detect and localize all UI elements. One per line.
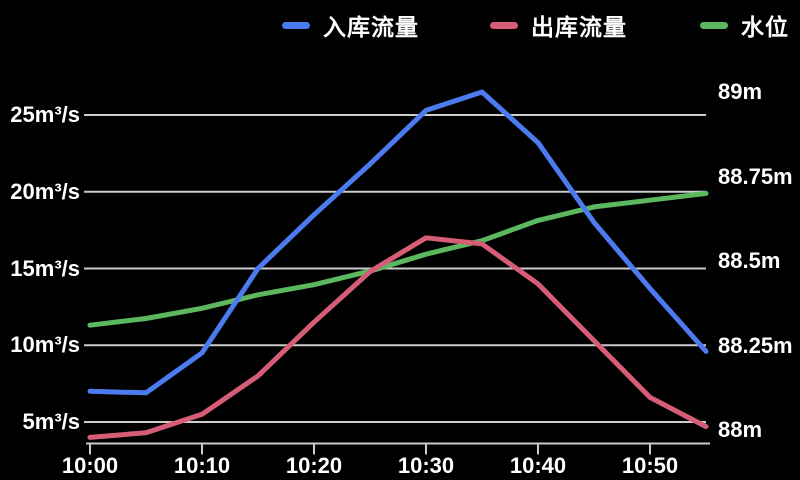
right-axis-tick-label: 88m xyxy=(718,417,763,442)
left-axis-tick-label: 15m³/s xyxy=(10,255,80,281)
outflow-legend-swatch xyxy=(490,21,518,29)
legend-item-inflow[interactable]: 入库流量 xyxy=(282,10,419,40)
left-axis-tick-label: 25m³/s xyxy=(10,102,80,127)
x-axis-tick-label: 10:50 xyxy=(621,453,679,478)
inflow-legend-label: 入库流量 xyxy=(323,14,419,40)
right-axis-tick-label: 88.75m xyxy=(718,163,793,189)
legend-item-water-level[interactable]: 水位 xyxy=(700,10,789,40)
chart-legend: 入库流量 出库流量 水位 xyxy=(0,10,800,40)
right-axis-tick-label: 88.25m xyxy=(718,332,793,358)
left-axis-tick-label: 5m³/s xyxy=(22,409,80,434)
outflow-line xyxy=(87,235,709,440)
inflow-line xyxy=(87,89,709,396)
x-axis-tick-label: 10:30 xyxy=(397,453,455,478)
x-axis-tick-label: 10:10 xyxy=(173,453,231,478)
x-axis-tick-label: 10:00 xyxy=(61,453,119,478)
x-axis-tick-label: 10:20 xyxy=(285,453,343,478)
water-level-legend-label: 水位 xyxy=(741,14,789,40)
x-axis-tick-label: 10:40 xyxy=(509,453,567,478)
right-axis-tick-label: 89m xyxy=(718,79,763,104)
right-axis-tick-label: 88.5m xyxy=(718,248,781,273)
left-axis-tick-label: 10m³/s xyxy=(10,332,80,358)
inflow-legend-swatch xyxy=(282,21,310,29)
legend-item-outflow[interactable]: 出库流量 xyxy=(490,10,627,40)
water-level-legend-swatch xyxy=(700,21,728,29)
water-level-line xyxy=(87,190,709,328)
outflow-legend-label: 出库流量 xyxy=(531,14,627,40)
left-axis-tick-label: 20m³/s xyxy=(10,178,80,204)
